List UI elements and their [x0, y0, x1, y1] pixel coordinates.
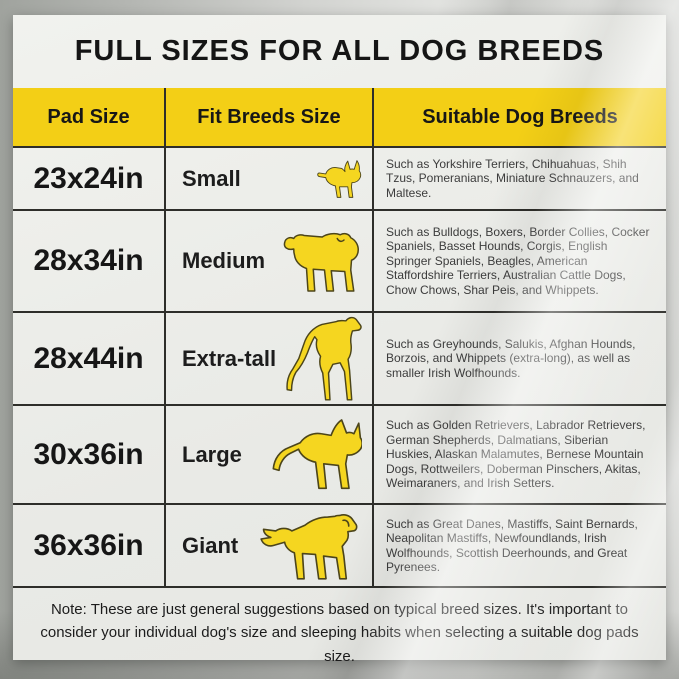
pad-size-cell: 28x44in	[13, 313, 166, 404]
note-section: Note: These are just general suggestions…	[13, 588, 666, 668]
chihuahua-dog-icon	[306, 156, 362, 202]
breeds-cell: Such as Yorkshire Terriers, Chihuahuas, …	[374, 148, 666, 209]
size-chart-panel: FULL SIZES FOR ALL DOG BREEDS Pad Size F…	[13, 15, 666, 665]
fit-size-cell: Large	[166, 406, 374, 503]
pad-size-cell: 28x34in	[13, 211, 166, 311]
breeds-cell: Such as Greyhounds, Salukis, Afghan Houn…	[374, 313, 666, 404]
fit-size-cell: Medium	[166, 211, 374, 311]
column-header-suitable-dog-breeds: Suitable Dog Breeds	[374, 88, 666, 146]
fit-size-cell: Giant	[166, 505, 374, 586]
german-shepherd-dog-icon	[266, 415, 362, 494]
pad-size-cell: 23x24in	[13, 148, 166, 209]
column-header-label: Suitable Dog Breeds	[422, 105, 618, 128]
breeds-text: Such as Yorkshire Terriers, Chihuahuas, …	[386, 156, 639, 200]
fit-size-label: Large	[182, 441, 242, 467]
column-header-label: Fit Breeds Size	[197, 105, 341, 128]
pad-size-cell: 30x36in	[13, 406, 166, 503]
table-row: 23x24in Small Such as Yorkshire Terriers…	[13, 148, 666, 211]
table-row: 28x44in Extra-tall Such as Greyhounds, S…	[13, 313, 666, 406]
fit-size-cell: Small	[166, 148, 374, 209]
table-row: 28x34in Medium Such as Bulldogs, Boxers,…	[13, 211, 666, 313]
column-header-pad-size: Pad Size	[13, 88, 166, 146]
breeds-cell: Such as Golden Retrievers, Labrador Retr…	[374, 406, 666, 503]
table-row: 30x36in Large Such as Golden Retrievers,…	[13, 406, 666, 505]
table-header-row: Pad Size Fit Breeds Size Suitable Dog Br…	[13, 88, 666, 148]
fit-size-cell: Extra-tall	[166, 313, 374, 404]
fit-size-label: Giant	[182, 532, 239, 558]
fit-size-label: Small	[182, 165, 241, 191]
fit-size-label: Medium	[182, 248, 266, 273]
breeds-text: Such as Great Danes, Mastiffs, Saint Ber…	[386, 516, 638, 575]
column-header-label: Pad Size	[47, 105, 130, 128]
table-row: 36x36in Giant Such as Great Danes, Masti…	[13, 505, 666, 588]
greyhound-dog-icon	[282, 315, 362, 402]
breeds-cell: Such as Great Danes, Mastiffs, Saint Ber…	[374, 505, 666, 586]
column-header-fit-breeds-size: Fit Breeds Size	[166, 88, 374, 146]
golden-retriever-dog-icon	[260, 509, 362, 582]
title-bar: FULL SIZES FOR ALL DOG BREEDS	[13, 15, 666, 88]
breeds-text: Such as Greyhounds, Salukis, Afghan Houn…	[386, 336, 636, 380]
page-title: FULL SIZES FOR ALL DOG BREEDS	[74, 35, 605, 67]
bulldog-dog-icon	[278, 228, 362, 294]
breeds-text: Such as Golden Retrievers, Labrador Retr…	[386, 418, 646, 491]
breeds-text: Such as Bulldogs, Boxers, Border Collies…	[386, 224, 650, 297]
fit-size-label: Extra-tall	[182, 345, 277, 371]
pad-size-cell: 36x36in	[13, 505, 166, 586]
note-text: Note: These are just general suggestions…	[40, 601, 639, 665]
breeds-cell: Such as Bulldogs, Boxers, Border Collies…	[374, 211, 666, 311]
